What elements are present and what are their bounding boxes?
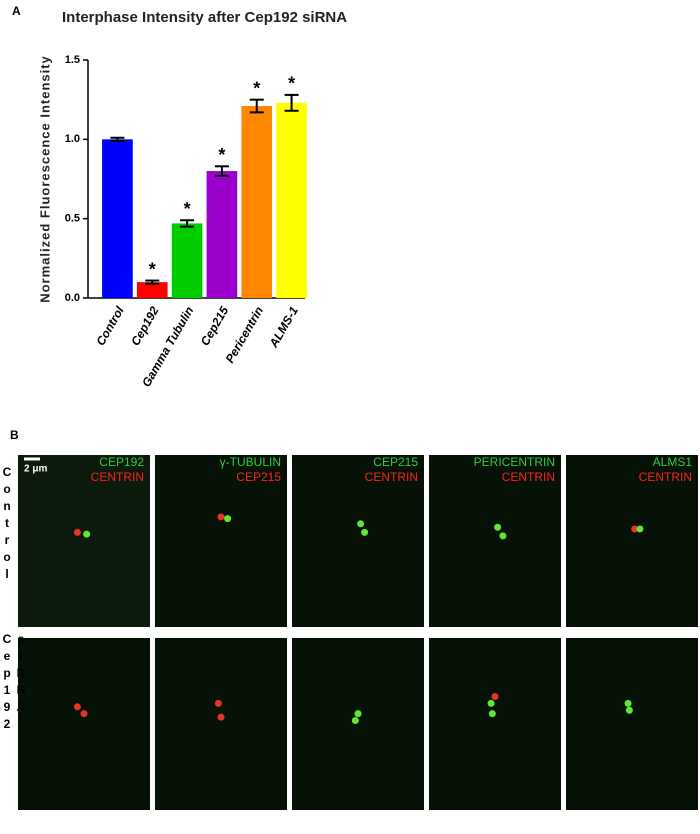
micrograph [155,638,287,810]
bar [276,102,307,298]
significance-marker: * [218,145,225,165]
x-tick-label: Cep192 [128,304,162,348]
error-bar [214,165,229,177]
micrograph [18,638,150,810]
channel-label-red: CENTRIN [502,470,555,484]
centrosome-spot [73,528,81,536]
channel-label-red: CENTRIN [365,470,418,484]
micrograph-background [18,638,150,810]
x-tick-label: Control [93,304,127,349]
bar [171,223,203,298]
centrosome-spot [491,692,499,700]
panel-label: B [10,428,19,442]
centrosome-spot [354,710,362,718]
bar [241,106,273,298]
channel-label-red: CENTRIN [639,470,692,484]
micrograph-background [566,638,698,810]
error-bar [180,219,195,228]
error-bar [284,93,299,112]
micrograph-background [429,638,561,810]
channel-label-green: PERICENTRIN [474,455,555,469]
micrograph-background [18,455,150,627]
centrosome-spot [625,706,633,714]
centrosome-spot [214,699,222,707]
micrograph-background [566,455,698,627]
row-label: Cep192 siRNA [0,632,28,734]
y-axis-label: Normalized Fluorescence Intensity [37,55,52,303]
centrosome-spot [487,699,495,707]
channel-label-green: ALMS1 [653,455,693,469]
micrograph [429,455,561,627]
chart-title: Interphase Intensity after Cep192 siRNA [62,9,347,26]
micrograph [429,638,561,810]
centrosome-spot [631,525,639,533]
micrograph [292,638,424,810]
significance-marker: * [288,74,295,94]
channel-label-green: CEP192 [99,455,144,469]
x-tick-label: ALMS-1 [266,304,301,351]
centrosome-spot [499,532,507,540]
centrosome-spot [351,717,359,725]
y-tick-label: 0.0 [65,292,80,304]
channel-label-red: CENTRIN [91,470,144,484]
scale-bar-label: 2 μm [24,464,47,475]
centrosome-spot [494,523,502,531]
micrograph-background [155,638,287,810]
channel-label-red: CEP215 [236,470,281,484]
micrograph-background [155,455,287,627]
x-tick-label: Cep215 [198,304,232,348]
centrosome-spot [488,710,496,718]
row-label: Control [0,465,14,584]
centrosome-spot [361,528,369,536]
micrograph [292,455,424,627]
y-tick-label: 1.5 [65,54,80,66]
centrosome-spot [73,703,81,711]
y-tick-label: 0.5 [65,213,80,225]
bar [136,282,168,298]
micrograph-background [292,455,424,627]
bar [206,171,238,298]
micrograph [155,455,287,627]
micrograph [566,638,698,810]
centrosome-spot [217,713,225,721]
panel-label: A [12,4,21,18]
centrosome-spot [224,515,232,523]
centrosome-spot [636,525,644,533]
significance-marker: * [149,259,156,279]
centrosome-spot [624,699,632,707]
channel-label-green: CEP215 [373,455,418,469]
centrosome-spot [217,513,225,521]
centrosome-spot [80,710,88,718]
micrograph [18,455,150,627]
y-tick-label: 1.0 [65,133,80,145]
channel-label-green: γ-TUBULIN [220,455,281,469]
centrosome-spot [83,530,91,538]
significance-marker: * [184,199,191,219]
centrosome-spot [357,520,365,528]
error-bar [110,136,125,142]
micrograph-background [429,455,561,627]
error-bar [145,279,160,285]
micrograph-background [292,638,424,810]
significance-marker: * [253,78,260,98]
micrograph [566,455,698,627]
bar [102,139,133,298]
error-bar [249,98,264,114]
